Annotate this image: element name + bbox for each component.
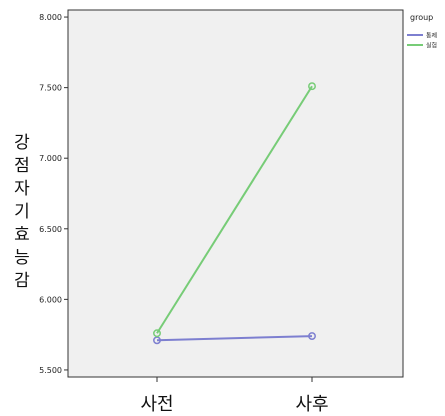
y-tick-label: 6.500 (39, 225, 62, 234)
legend-label: 실험 (426, 42, 437, 50)
data-point (308, 82, 316, 91)
y-tick-label: 7.000 (39, 154, 62, 163)
data-point (308, 332, 316, 341)
plot-area (67, 9, 404, 378)
data-point (153, 329, 161, 338)
legend-label: 통제 (426, 32, 437, 40)
x-tick-label: 사후 (295, 394, 328, 415)
series-layer (153, 82, 316, 345)
y-tick-label: 5.500 (39, 366, 62, 375)
y-tick-label: 7.500 (39, 84, 62, 93)
series-line (156, 85, 313, 334)
series-line (156, 335, 313, 342)
y-tick-label: 6.000 (39, 295, 62, 304)
y-tick-label: 8.000 (39, 13, 62, 22)
x-tick-label: 사전 (140, 394, 173, 415)
legend-title: group (410, 13, 433, 22)
x-axis: 사전 사후 (140, 377, 329, 415)
y-axis: 5.500 6.000 6.500 7.000 7.500 8.000 (39, 13, 68, 375)
